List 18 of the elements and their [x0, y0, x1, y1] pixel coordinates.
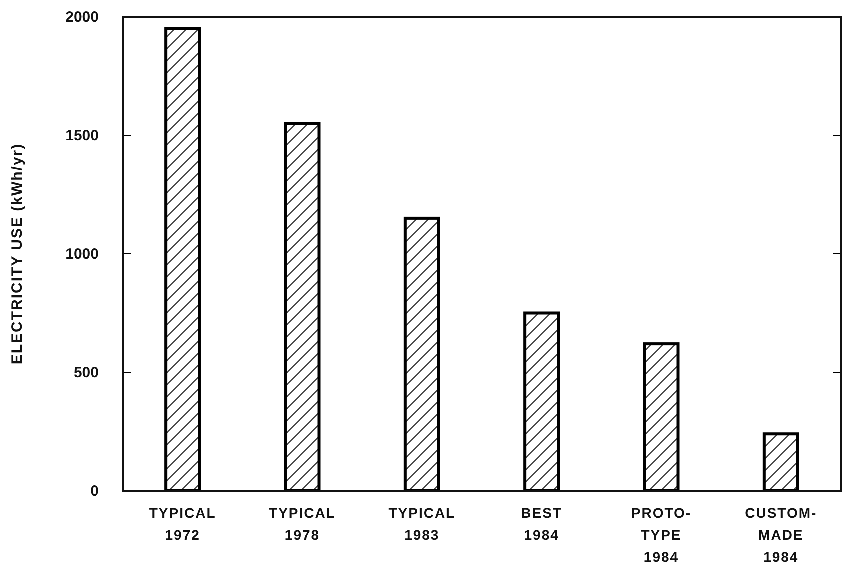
x-tick-label: BEST 1984 — [521, 505, 563, 543]
y-tick-label: 1000 — [66, 246, 99, 263]
x-tick-label: TYPICAL 1972 — [149, 505, 216, 543]
bar — [762, 432, 800, 492]
y-tick-label: 1500 — [66, 127, 99, 144]
bar — [164, 27, 202, 492]
x-tick-label: CUSTOM- MADE 1984 — [745, 505, 818, 565]
bar — [524, 312, 560, 492]
x-tick-label: TYPICAL 1978 — [269, 505, 336, 543]
y-tick-label: 500 — [74, 364, 99, 382]
x-tick-label: TYPICAL 1983 — [388, 505, 456, 543]
bar — [643, 342, 680, 492]
bar — [284, 122, 321, 492]
y-tick-label: 0 — [90, 482, 99, 500]
y-axis-title: ELECTRICITY USE (kWh/yr) — [9, 143, 26, 365]
x-tick-label: PROTO- TYPE 1984 — [631, 505, 692, 565]
bar — [404, 216, 440, 492]
y-tick-label: 2000 — [66, 8, 99, 26]
